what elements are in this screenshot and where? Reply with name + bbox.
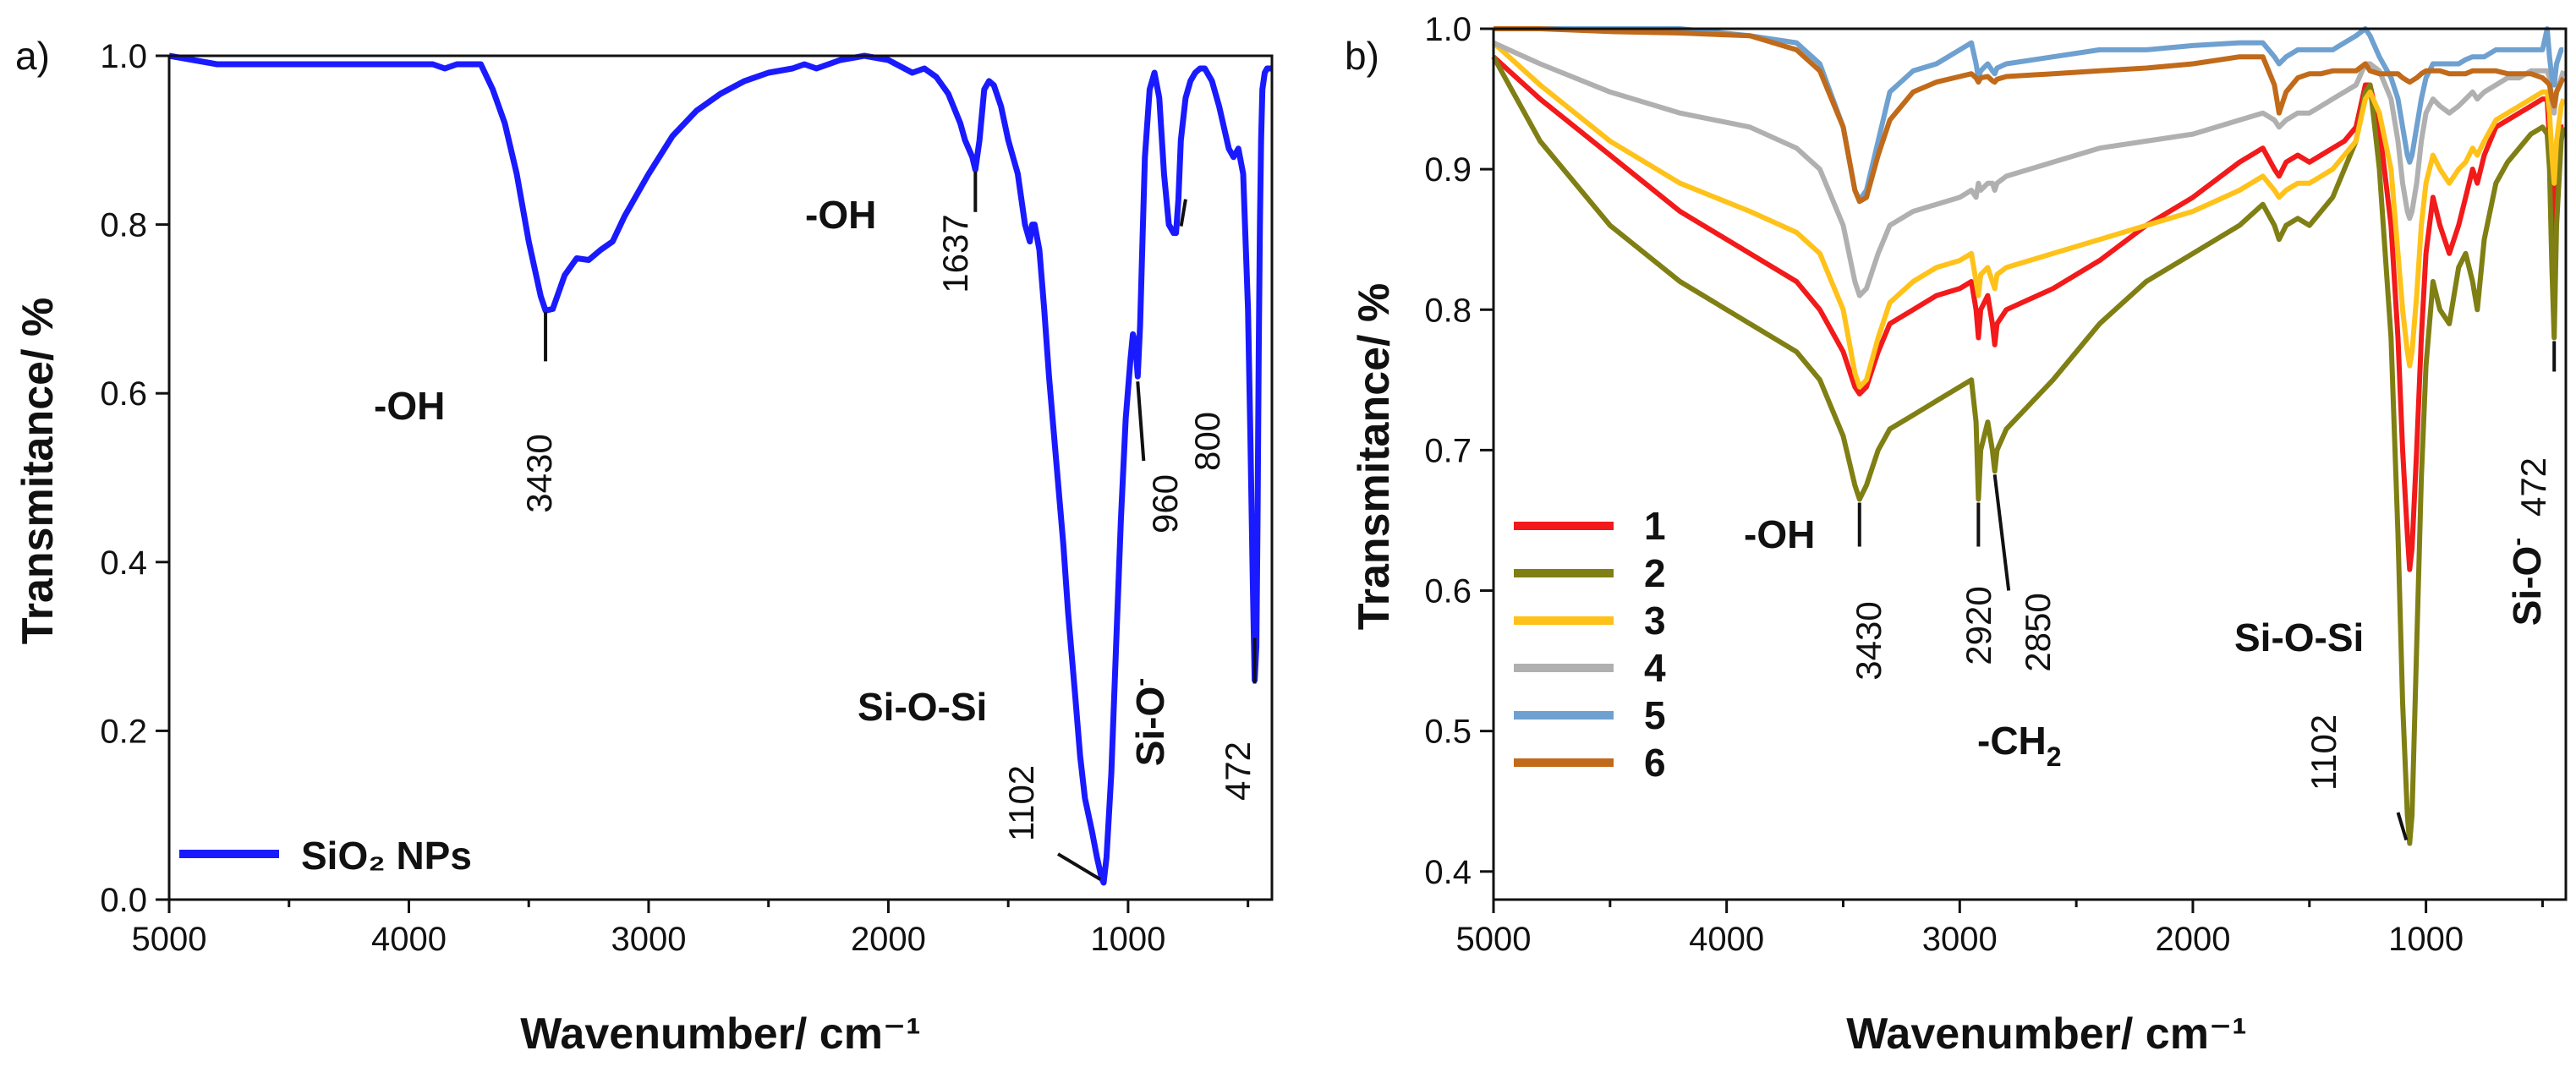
y-tick-label: 0.9 (1424, 151, 1472, 189)
y-tick-label: 1.0 (1424, 11, 1472, 48)
annotation-960: 960 (1145, 474, 1185, 534)
x-tick-label: 2000 (2155, 921, 2230, 958)
legend-label-2: 2 (1644, 551, 1666, 595)
x-tick-label: 1000 (2388, 921, 2464, 958)
x-tick-label: 5000 (132, 921, 207, 958)
panel-a-label: a) (15, 34, 50, 78)
annotation-b-ch2-sub: 2 (2047, 741, 2062, 772)
panel-a-annotations: 3430 -OH 1637 -OH 1102 Si-O-Si 960 800 S… (374, 171, 1258, 881)
legend-label-4: 4 (1644, 646, 1666, 690)
annotation-b-3430: 3430 (1849, 601, 1888, 680)
panel-a: a) Transmitance/ % Wavenumber/ cm⁻¹ 5000… (14, 34, 1274, 1059)
x-tick-label: 3000 (1922, 921, 1998, 958)
panel-b-ticks: 5000 4000 3000 2000 1000 0.4 0.5 0.6 0.7 0.8 0.9 1.… (1424, 11, 2544, 958)
annotation-si-o-minus-a: Si-O- (1126, 678, 1172, 767)
legend-label-3: 3 (1644, 599, 1666, 643)
annotation-b-2850: 2850 (2018, 593, 2058, 671)
y-tick-label: 1.0 (100, 38, 147, 75)
panel-b-annotations: 3430 -OH 2920 2850 -CH2 Si-O-Si 1102 472… (1744, 341, 2557, 841)
x-tick-label: 5000 (1456, 921, 1532, 958)
legend-label-sio2: SiO₂ NPs (301, 834, 472, 878)
annotation-line-1102 (1056, 852, 1102, 881)
x-tick-label: 2000 (851, 921, 926, 958)
x-tick-label: 3000 (611, 921, 686, 958)
annotation-b-si-o-sup: - (2503, 538, 2531, 546)
annotation-si-o-a-text: Si-O (1128, 687, 1172, 767)
panel-b-series-group (1491, 26, 2567, 846)
panel-b-y-axis-title: Transmitance/ % (1350, 283, 1399, 630)
annotation-b-line-1102 (2396, 812, 2409, 841)
annotation-oh-1637: -OH (805, 193, 876, 237)
annotation-b-line-2850 (1992, 474, 2011, 591)
annotation-b-ch2: -CH2 (1977, 719, 2062, 772)
series-line-4 (1492, 40, 2567, 298)
panel-b: b) Transmitance/ % Wavenumber/ cm⁻¹ 5000… (1345, 11, 2568, 1059)
y-tick-label: 0.8 (100, 207, 147, 244)
panel-a-x-axis-title: Wavenumber/ cm⁻¹ (520, 1010, 920, 1059)
annotation-b-si-o-minus: Si-O- (2503, 538, 2549, 627)
panel-a-legend: SiO₂ NPs (179, 834, 472, 878)
x-tick-label: 1000 (1090, 921, 1165, 958)
panel-a-ticks: 5000 4000 3000 2000 1000 0.0 0.2 0.4 0.6 0.8 1.0 (100, 38, 1250, 958)
y-tick-label: 0.6 (100, 375, 147, 413)
annotation-1102: 1102 (1001, 765, 1041, 841)
y-tick-label: 0.4 (100, 544, 147, 582)
series-line-5 (1494, 26, 2564, 203)
legend-label-1: 1 (1644, 504, 1666, 548)
y-tick-label: 0.2 (100, 713, 147, 750)
panel-b-x-axis-title: Wavenumber/ cm⁻¹ (1846, 1010, 2246, 1059)
annotation-b-2920: 2920 (1959, 586, 1998, 665)
y-tick-label: 0.0 (100, 882, 147, 919)
annotation-si-o-si-a: Si-O-Si (858, 685, 987, 729)
annotation-oh-3430: -OH (374, 384, 445, 428)
annotation-line-960 (1136, 381, 1146, 462)
annotation-472: 472 (1218, 741, 1258, 801)
annotation-b-si-o-si: Si-O-Si (2234, 616, 2364, 659)
panel-a-frame (167, 54, 1274, 901)
y-tick-label: 0.6 (1424, 573, 1472, 610)
legend-label-5: 5 (1644, 693, 1666, 737)
annotation-800: 800 (1187, 412, 1227, 471)
legend-label-6: 6 (1644, 741, 1666, 785)
y-tick-label: 0.7 (1424, 432, 1472, 469)
panel-b-label: b) (1345, 34, 1379, 78)
panel-b-frame (1492, 27, 2568, 901)
annotation-b-ch2-text: -CH (1977, 719, 2047, 763)
series-line-1 (1491, 54, 2564, 572)
x-tick-label: 4000 (371, 921, 447, 958)
annotation-1637: 1637 (935, 214, 975, 293)
annotation-line-800 (1179, 199, 1187, 227)
y-tick-label: 0.4 (1424, 854, 1472, 891)
series-line-3 (1491, 41, 2567, 390)
annotation-b-si-o-text: Si-O (2505, 546, 2549, 627)
panel-a-y-axis-title: Transmitance/ % (14, 298, 63, 644)
series-line-2 (1491, 55, 2567, 846)
x-tick-label: 4000 (1689, 921, 1764, 958)
series-line-sio-nps (168, 52, 1273, 886)
annotation-b-472: 472 (2513, 457, 2553, 517)
series-line-6 (1494, 26, 2566, 205)
panel-a-series-group (168, 52, 1273, 886)
annotation-si-o-a-sup: - (1126, 678, 1154, 687)
y-tick-label: 0.8 (1424, 292, 1472, 329)
y-tick-label: 0.5 (1424, 714, 1472, 751)
annotation-b-oh: -OH (1744, 512, 1815, 556)
annotation-b-1102: 1102 (2304, 714, 2343, 791)
annotation-3430: 3430 (519, 434, 559, 512)
